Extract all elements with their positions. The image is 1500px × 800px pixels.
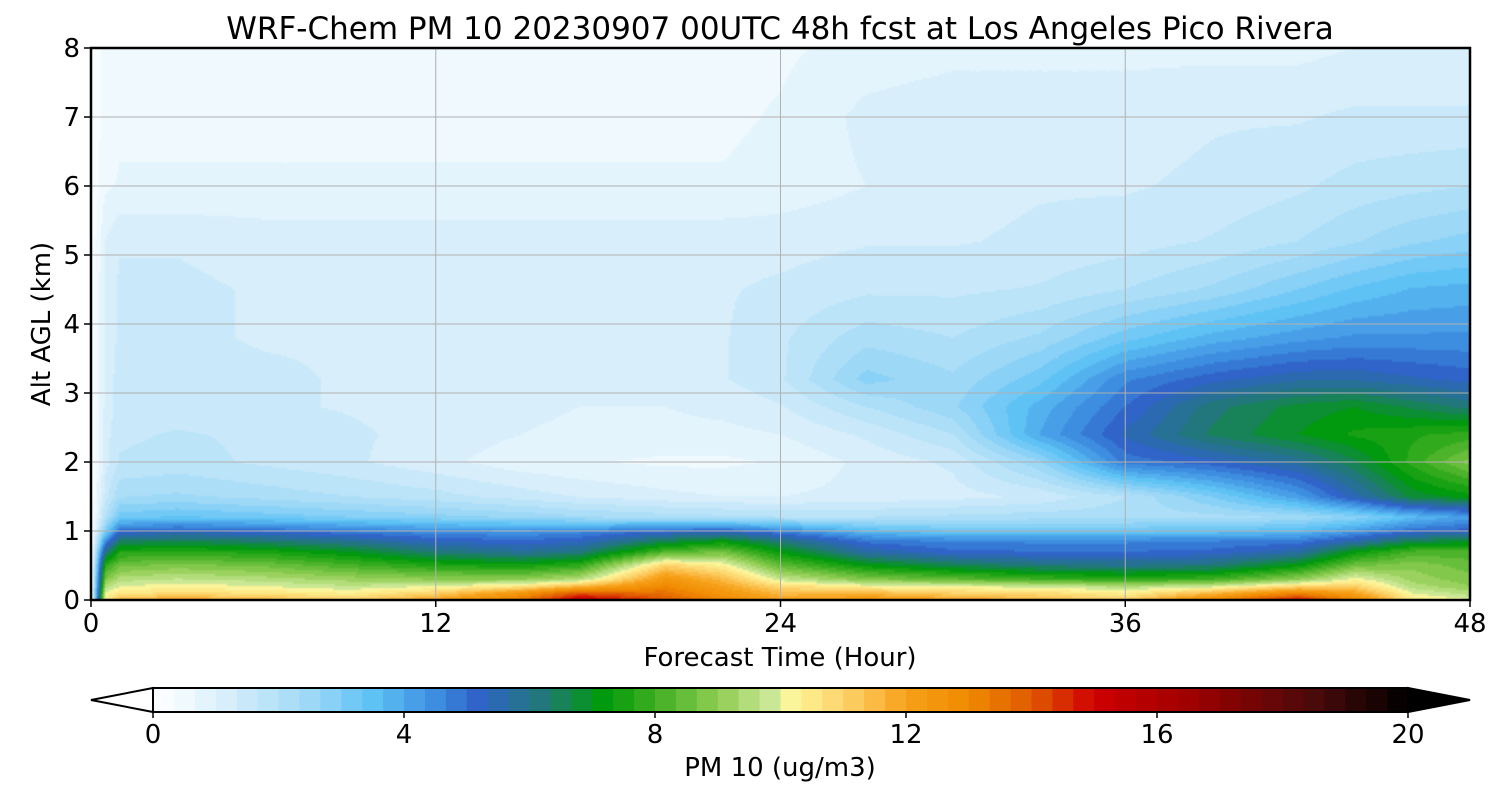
colorbar-swatch <box>1198 688 1221 712</box>
colorbar-swatch <box>173 688 196 712</box>
colorbar-swatch <box>1157 688 1179 712</box>
grid-lines <box>91 48 1470 600</box>
x-axis-ticks: 0 12 24 36 48 <box>83 600 1487 639</box>
colorbar-frame <box>152 687 1409 713</box>
y-tick-label: 3 <box>63 379 80 409</box>
colorbar-swatch <box>1094 688 1116 712</box>
colorbar-swatch <box>968 688 991 712</box>
y-tick-label: 5 <box>63 241 80 271</box>
colorbar-swatch <box>843 688 865 712</box>
colorbar-swatch <box>655 688 677 712</box>
colorbar-swatch <box>675 688 698 712</box>
colorbar-swatch <box>1219 688 1242 712</box>
colorbar-swatch <box>864 688 886 712</box>
x-tick-label: 48 <box>1453 609 1486 639</box>
colorbar-swatch <box>1345 688 1367 712</box>
colorbar-swatch <box>404 688 426 712</box>
chart-title: WRF-Chem PM 10 20230907 00UTC 48h fcst a… <box>226 11 1333 47</box>
colorbar-swatch <box>592 688 614 712</box>
colorbar-swatch <box>299 688 321 712</box>
colorbar-swatch <box>1073 688 1095 712</box>
colorbar-swatch <box>1010 688 1033 712</box>
colorbar-swatch <box>215 688 238 712</box>
colorbar-swatch <box>906 688 928 712</box>
colorbar-swatch <box>1387 688 1409 712</box>
colorbar-swatch <box>1240 688 1263 712</box>
colorbar-swatch <box>989 688 1012 712</box>
colorbar-tick-label: 16 <box>1140 720 1173 750</box>
x-axis-label: Forecast Time (Hour) <box>643 643 916 673</box>
colorbar-swatch <box>926 688 949 712</box>
colorbar-swatch <box>487 688 510 712</box>
colorbar-swatch <box>1031 688 1054 712</box>
colorbar-swatch <box>801 688 823 712</box>
y-tick-label: 7 <box>63 103 80 133</box>
colorbar-swatch <box>194 688 217 712</box>
colorbar-tick-label: 8 <box>647 720 664 750</box>
colorbar-tick-label: 12 <box>889 720 922 750</box>
colorbar-swatch <box>1366 688 1388 712</box>
colorbar-swatch <box>947 688 970 712</box>
colorbar-swatch <box>529 688 552 712</box>
x-tick-label: 12 <box>419 609 452 639</box>
colorbar-tick-label: 20 <box>1391 720 1424 750</box>
colorbar-tick-label: 4 <box>396 720 413 750</box>
colorbar-swatch <box>1261 688 1284 712</box>
colorbar-swatch <box>383 688 405 712</box>
colorbar-swatch <box>341 688 363 712</box>
x-tick-label: 36 <box>1109 609 1142 639</box>
colorbar-swatch <box>717 688 740 712</box>
colorbar-label: PM 10 (ug/m3) <box>684 753 876 783</box>
colorbar-swatch <box>1303 688 1325 712</box>
y-tick-label: 2 <box>63 448 80 478</box>
colorbar-swatch <box>1052 688 1074 712</box>
colorbar-swatch <box>571 688 593 712</box>
y-tick-label: 0 <box>63 586 80 616</box>
colorbar-swatch <box>1136 688 1158 712</box>
colorbar-tick-label: 0 <box>145 720 162 750</box>
colorbar-swatch <box>424 688 447 712</box>
y-axis-label: Alt AGL (km) <box>27 242 57 406</box>
colorbar-swatch <box>466 688 489 712</box>
colorbar-swatch <box>1324 688 1346 712</box>
y-tick-label: 8 <box>63 34 80 64</box>
colorbar-swatch <box>550 688 572 712</box>
colorbar-swatch <box>634 688 656 712</box>
colorbar-swatches <box>153 688 1409 712</box>
colorbar-swatch <box>1115 688 1137 712</box>
colorbar-swatch <box>236 688 259 712</box>
y-axis-ticks: 0 1 2 3 4 5 6 7 8 <box>63 34 91 616</box>
x-tick-label: 24 <box>764 609 797 639</box>
colorbar-swatch <box>759 688 782 712</box>
y-tick-label: 1 <box>63 517 80 547</box>
colorbar-swatch <box>613 688 635 712</box>
colorbar-swatch <box>738 688 761 712</box>
y-tick-label: 4 <box>63 310 80 340</box>
colorbar-swatch <box>696 688 719 712</box>
colorbar-extend-max <box>1407 686 1471 714</box>
colorbar-extend-min <box>90 686 154 714</box>
colorbar-swatch <box>1177 688 1200 712</box>
colorbar: 0 4 8 12 16 20 PM 10 (ug/m3) <box>90 686 1471 783</box>
colorbar-swatch <box>1282 688 1305 712</box>
colorbar-swatch <box>278 688 301 712</box>
colorbar-swatch <box>320 688 342 712</box>
colorbar-ticks: 0 4 8 12 16 20 <box>145 712 1425 750</box>
x-tick-label: 0 <box>83 609 100 639</box>
colorbar-swatch <box>362 688 384 712</box>
colorbar-swatch <box>780 688 803 712</box>
colorbar-swatch <box>885 688 907 712</box>
colorbar-swatch <box>153 688 175 712</box>
y-tick-label: 6 <box>63 172 80 202</box>
colorbar-swatch <box>257 688 280 712</box>
colorbar-swatch <box>822 688 844 712</box>
colorbar-swatch <box>508 688 531 712</box>
colorbar-swatch <box>445 688 468 712</box>
